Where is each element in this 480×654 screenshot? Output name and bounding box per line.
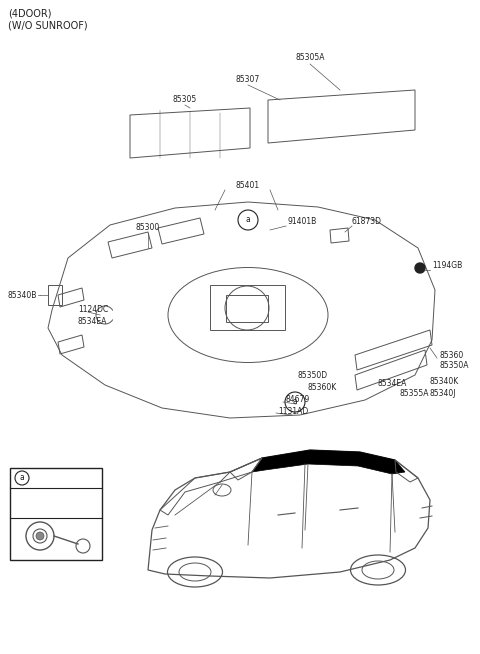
Text: 85355A: 85355A xyxy=(400,388,430,398)
Text: 91401B: 91401B xyxy=(288,218,317,226)
Text: 85350A: 85350A xyxy=(440,360,469,370)
Text: 85305A: 85305A xyxy=(295,54,325,63)
Text: 8534EA: 8534EA xyxy=(78,317,108,326)
Circle shape xyxy=(36,532,44,540)
Text: 85350D: 85350D xyxy=(298,371,328,379)
Text: 85340J: 85340J xyxy=(430,388,456,398)
Text: 85360: 85360 xyxy=(440,351,464,360)
Text: 85300: 85300 xyxy=(136,224,160,233)
Text: a: a xyxy=(293,398,298,407)
Text: a: a xyxy=(246,216,251,224)
Text: 1194GB: 1194GB xyxy=(432,262,462,271)
Text: 85305: 85305 xyxy=(173,95,197,105)
Text: 85307: 85307 xyxy=(236,75,260,84)
Polygon shape xyxy=(252,450,405,474)
Text: 85340B: 85340B xyxy=(8,290,37,300)
Text: (4DOOR): (4DOOR) xyxy=(8,9,51,19)
Text: a: a xyxy=(20,473,24,483)
Text: (W/O SUNROOF): (W/O SUNROOF) xyxy=(8,21,88,31)
Text: 1124DC: 1124DC xyxy=(78,305,108,315)
Text: 84679: 84679 xyxy=(285,396,309,405)
Text: 85401: 85401 xyxy=(236,181,260,190)
Text: 8534EA: 8534EA xyxy=(378,379,408,388)
Text: 61873D: 61873D xyxy=(352,218,382,226)
Text: 1131AD: 1131AD xyxy=(278,407,308,417)
Text: 85340K: 85340K xyxy=(430,377,459,387)
Text: 85360K: 85360K xyxy=(308,383,337,392)
Circle shape xyxy=(415,263,425,273)
